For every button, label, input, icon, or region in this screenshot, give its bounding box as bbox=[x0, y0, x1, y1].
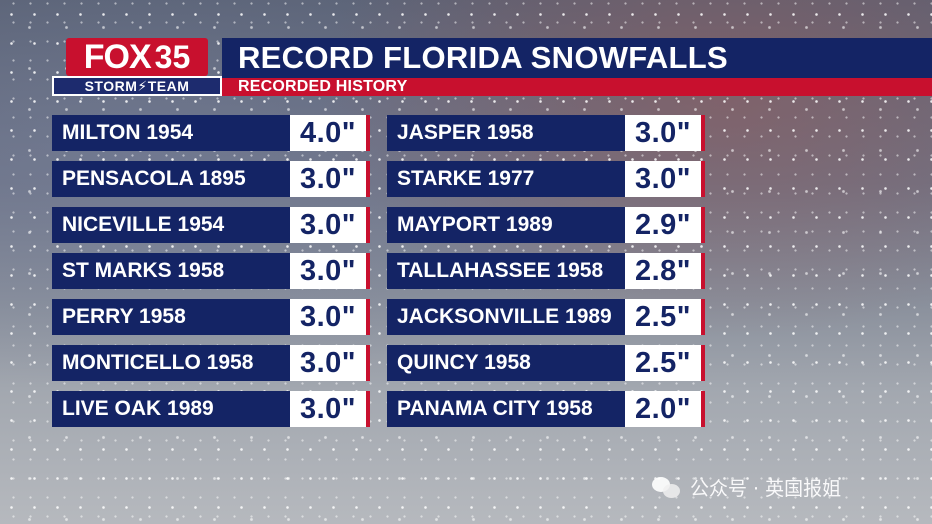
record-place: NICEVILLE 1954 bbox=[52, 207, 290, 243]
page-subtitle: RECORDED HISTORY bbox=[238, 78, 408, 95]
record-place: JACKSONVILLE 1989 bbox=[387, 299, 625, 335]
record-amount: 3.0" bbox=[625, 161, 705, 197]
record-row: QUINCY 1958 2.5" bbox=[387, 345, 705, 381]
title-bar: RECORD FLORIDA SNOWFALLS bbox=[222, 38, 932, 78]
logo-channel: 35 bbox=[154, 39, 191, 75]
record-row: JASPER 1958 3.0" bbox=[387, 115, 705, 151]
record-row: PANAMA CITY 1958 2.0" bbox=[387, 391, 705, 427]
record-place: MAYPORT 1989 bbox=[387, 207, 625, 243]
record-row: ST MARKS 1958 3.0" bbox=[52, 253, 370, 289]
record-row: STARKE 1977 3.0" bbox=[387, 161, 705, 197]
record-row: LIVE OAK 1989 3.0" bbox=[52, 391, 370, 427]
record-row: NICEVILLE 1954 3.0" bbox=[52, 207, 370, 243]
record-row: MAYPORT 1989 2.9" bbox=[387, 207, 705, 243]
record-row: PENSACOLA 1895 3.0" bbox=[52, 161, 370, 197]
record-amount: 2.0" bbox=[625, 391, 705, 427]
logo-brand: FOX bbox=[83, 38, 152, 76]
record-place: QUINCY 1958 bbox=[387, 345, 625, 381]
record-row: TALLAHASSEE 1958 2.8" bbox=[387, 253, 705, 289]
record-amount: 3.0" bbox=[290, 299, 370, 335]
record-place: LIVE OAK 1989 bbox=[52, 391, 290, 427]
record-amount: 3.0" bbox=[290, 345, 370, 381]
record-amount: 2.8" bbox=[625, 253, 705, 289]
record-amount: 4.0" bbox=[290, 115, 370, 151]
record-place: STARKE 1977 bbox=[387, 161, 625, 197]
record-place: PERRY 1958 bbox=[52, 299, 290, 335]
record-place: ST MARKS 1958 bbox=[52, 253, 290, 289]
record-row: PERRY 1958 3.0" bbox=[52, 299, 370, 335]
record-place: PANAMA CITY 1958 bbox=[387, 391, 625, 427]
record-amount: 3.0" bbox=[290, 207, 370, 243]
record-amount: 2.9" bbox=[625, 207, 705, 243]
right-column: JASPER 1958 3.0" STARKE 1977 3.0" MAYPOR… bbox=[387, 115, 705, 437]
record-amount: 3.0" bbox=[290, 161, 370, 197]
record-place: JASPER 1958 bbox=[387, 115, 625, 151]
watermark: 公众号 · 英国报姐 bbox=[652, 474, 841, 500]
left-column: MILTON 1954 4.0" PENSACOLA 1895 3.0" NIC… bbox=[52, 115, 370, 437]
wechat-icon bbox=[652, 475, 682, 499]
watermark-text: 公众号 · 英国报姐 bbox=[690, 477, 842, 500]
record-place: TALLAHASSEE 1958 bbox=[387, 253, 625, 289]
record-row: MILTON 1954 4.0" bbox=[52, 115, 370, 151]
fox35-storm-team-logo: FOX 35 STORM⚡TEAM bbox=[52, 38, 222, 96]
record-place: MONTICELLO 1958 bbox=[52, 345, 290, 381]
record-row: JACKSONVILLE 1989 2.5" bbox=[387, 299, 705, 335]
record-row: MONTICELLO 1958 3.0" bbox=[52, 345, 370, 381]
logo-team: STORM⚡TEAM bbox=[52, 76, 222, 96]
logo-top: FOX 35 bbox=[66, 38, 208, 76]
record-place: MILTON 1954 bbox=[52, 115, 290, 151]
record-amount: 2.5" bbox=[625, 299, 705, 335]
page-title: RECORD FLORIDA SNOWFALLS bbox=[238, 40, 728, 75]
record-amount: 3.0" bbox=[290, 391, 370, 427]
record-amount: 3.0" bbox=[290, 253, 370, 289]
record-amount: 2.5" bbox=[625, 345, 705, 381]
subtitle-bar: RECORDED HISTORY bbox=[222, 78, 932, 96]
record-place: PENSACOLA 1895 bbox=[52, 161, 290, 197]
record-amount: 3.0" bbox=[625, 115, 705, 151]
